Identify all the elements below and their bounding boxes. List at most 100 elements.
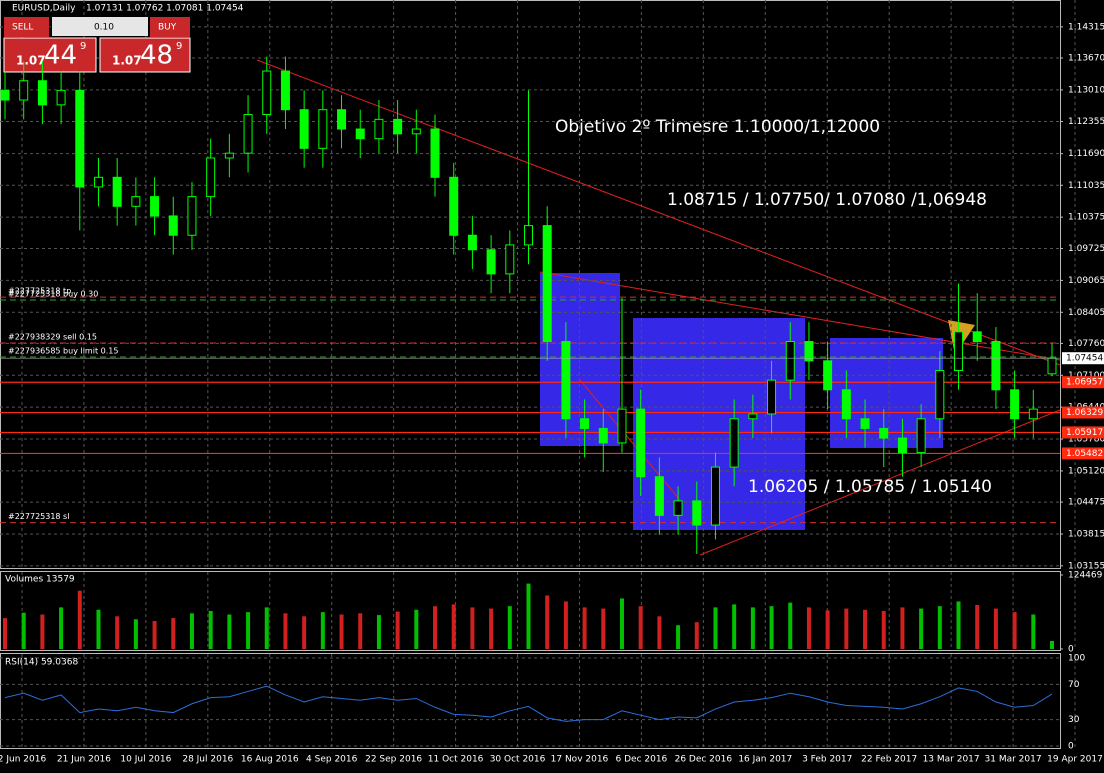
volume-bar <box>956 601 961 649</box>
y-tick-label: 1.07760 <box>1068 339 1104 349</box>
volume-bar <box>189 613 194 649</box>
volume-bar <box>264 607 269 649</box>
buy-button[interactable] <box>150 17 190 37</box>
y-tick-label: 1.11035 <box>1068 181 1104 191</box>
candle-body <box>636 408 646 478</box>
candle-body <box>598 427 608 444</box>
volume-bar <box>732 604 737 649</box>
trendline <box>256 59 1061 366</box>
candle-body <box>449 176 459 236</box>
volume-bar <box>302 616 307 649</box>
volume-bar <box>451 604 456 649</box>
candle-body <box>467 234 477 251</box>
quote: 1.07131 1.07762 1.07081 1.07454 <box>86 4 244 14</box>
pane-title: Volumes 13579 <box>5 575 75 585</box>
symbol-info: EURUSD,Daily <box>12 4 76 14</box>
volume-bar <box>246 612 251 649</box>
candle-body <box>187 196 197 236</box>
candle-body <box>280 70 290 111</box>
volume-bar <box>638 606 643 649</box>
volume-bar <box>358 613 363 649</box>
level-label: 1.06329 <box>1066 408 1103 418</box>
volume-bar <box>526 583 531 649</box>
candle-body <box>954 331 964 371</box>
y-tick-label: 1.09725 <box>1068 244 1104 254</box>
volume-bar <box>975 605 980 649</box>
volume-bar <box>395 611 400 649</box>
order-label: #227725318 sl <box>8 512 69 521</box>
x-tick-label: 19 Apr 2017 <box>1047 755 1103 765</box>
candle-body <box>692 500 702 526</box>
y-tick-label: 30 <box>1068 715 1080 725</box>
trendline <box>539 271 1061 361</box>
y-tick-label: 1.10375 <box>1068 213 1104 223</box>
volume-bar <box>1050 640 1054 649</box>
candle-body <box>1010 389 1020 420</box>
candle-body <box>168 215 178 236</box>
y-tick-label: 1.09065 <box>1068 276 1104 286</box>
volume-bar <box>320 612 325 649</box>
sell-label[interactable]: SELL <box>12 23 33 33</box>
y-tick-label: 1.13670 <box>1068 54 1104 64</box>
volume-bar <box>881 610 886 649</box>
y-tick-label: 1.03815 <box>1068 529 1104 539</box>
candle-body <box>785 341 795 381</box>
sell-price-big: 1.07 <box>16 54 46 68</box>
volume-bar <box>825 610 830 649</box>
y-tick-label: 1.12355 <box>1068 117 1104 127</box>
candle-body <box>748 413 758 420</box>
volume-bar <box>863 609 868 649</box>
volume-bar <box>619 598 624 649</box>
x-tick-label: 11 Oct 2016 <box>428 755 484 765</box>
candle-body <box>841 389 851 420</box>
lot-value[interactable]: 0.10 <box>94 23 114 33</box>
sell-price-fraction: 9 <box>80 41 86 52</box>
y-tick-label: 100 <box>1068 654 1085 664</box>
volume-bar <box>563 601 568 649</box>
candle-body <box>524 225 533 246</box>
candle-body <box>804 341 814 362</box>
trendline <box>699 409 1061 556</box>
candle-body <box>1028 408 1038 420</box>
buy-label[interactable]: BUY <box>158 23 177 33</box>
volume-bar <box>676 625 681 649</box>
volume-bar <box>788 602 793 649</box>
candle-body <box>37 80 47 106</box>
sell-button[interactable] <box>4 17 49 37</box>
volume-bar <box>694 622 699 649</box>
candle-body <box>19 80 29 101</box>
volume-bar <box>750 607 755 649</box>
lot-input[interactable] <box>52 17 148 36</box>
candle-body <box>355 128 365 140</box>
volume-bar <box>3 618 7 649</box>
candle-body <box>374 118 384 140</box>
x-tick-label: 2 Jun 2016 <box>0 755 46 765</box>
buy-price-box[interactable] <box>99 37 191 73</box>
order-label: #227938329 sell 0.15 <box>8 332 97 341</box>
x-tick-label: 28 Jul 2016 <box>182 755 233 765</box>
volume-bar <box>993 608 998 649</box>
x-tick-label: 16 Jan 2017 <box>738 755 792 765</box>
candle-body <box>729 418 739 468</box>
volume-bar <box>59 607 64 649</box>
volume-bar <box>657 616 662 649</box>
volume-bar <box>507 606 512 649</box>
volume-bar <box>376 615 381 649</box>
volume-bar <box>227 614 232 649</box>
volume-bar <box>433 606 438 649</box>
candle-body <box>150 196 160 217</box>
candle-body <box>561 341 571 420</box>
x-tick-label: 22 Sep 2016 <box>365 755 422 765</box>
annotation: Objetivo 2º Trimesre 1.10000/1,12000 <box>555 117 880 137</box>
y-tick-label: 1.04475 <box>1068 498 1104 508</box>
volume-bar <box>582 607 587 649</box>
volume-bar <box>769 606 774 649</box>
y-tick-label: 1.03155 <box>1068 561 1104 571</box>
candle-body <box>916 418 926 454</box>
volume-bar <box>900 607 905 649</box>
volume-bar <box>77 590 82 649</box>
sell-price-box[interactable] <box>3 37 97 73</box>
volume-bar <box>96 609 101 649</box>
